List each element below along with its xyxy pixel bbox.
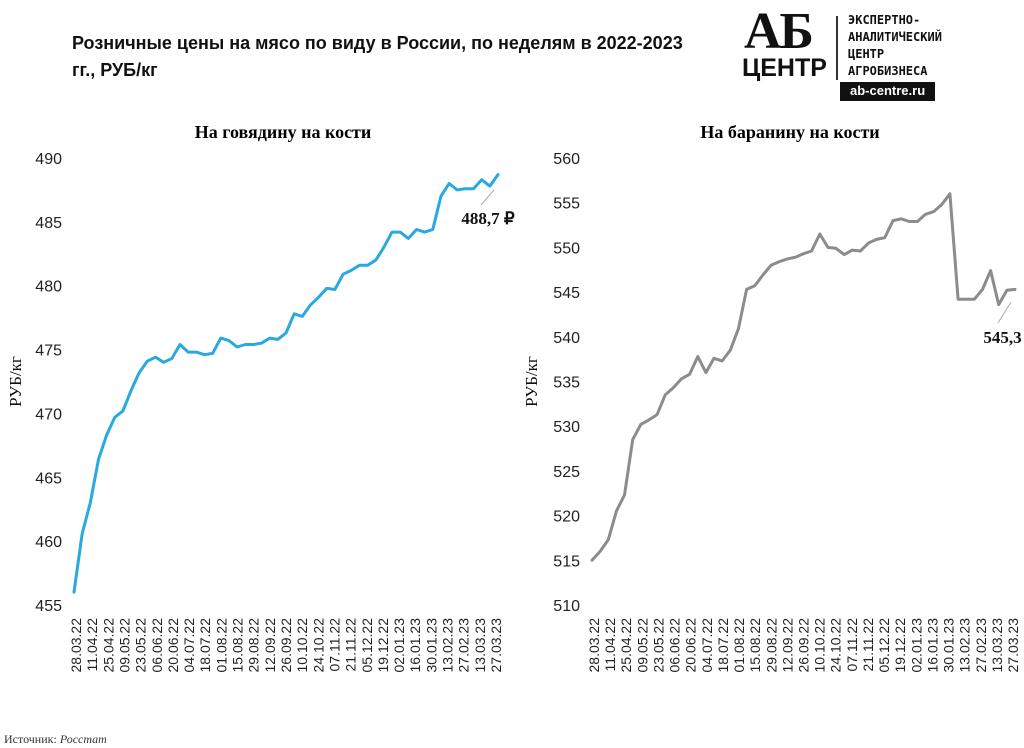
lamb-x-tick-label: 27.02.23 (973, 618, 989, 673)
lamb-y-tick-label: 555 (553, 196, 580, 213)
beef-x-tick-label: 28.03.22 (68, 618, 84, 673)
beef-x-tick-label: 26.09.22 (278, 618, 294, 673)
lamb-y-tick-label: 525 (553, 464, 580, 481)
logo-caption: ЭКСПЕРТНО- АНАЛИТИЧЕСКИЙ ЦЕНТР АГРОБИЗНЕ… (848, 12, 942, 80)
lamb-x-tick-label: 15.08.22 (747, 618, 763, 673)
beef-y-tick-label: 490 (35, 151, 62, 168)
beef-x-tick-label: 06.06.22 (149, 618, 165, 673)
logo-caption-line: ЦЕНТР (848, 47, 885, 61)
beef-x-tick-label: 25.04.22 (100, 618, 116, 673)
beef-y-tick-label: 455 (35, 598, 62, 615)
lamb-x-tick-label: 30.01.23 (941, 618, 957, 673)
beef-x-tick-label: 13.02.23 (440, 618, 456, 673)
beef-end-label-leader (480, 189, 495, 206)
lamb-y-tick-label: 540 (553, 330, 580, 347)
lamb-series-line (590, 192, 1017, 562)
beef-x-tick-label: 07.11.22 (326, 618, 342, 672)
beef-x-tick-label: 23.05.22 (133, 618, 149, 673)
lamb-y-tick-label: 545 (553, 285, 580, 302)
logo-ab-mark: АБ (744, 3, 814, 60)
lamb-x-tick-label: 02.01.23 (908, 618, 924, 673)
lamb-x-tick-label: 10.10.22 (812, 618, 828, 673)
source-name: Росстат (59, 732, 107, 746)
lamb-y-tick-label: 535 (553, 375, 580, 392)
beef-x-tick-label: 13.03.23 (472, 618, 488, 673)
lamb-x-tick-label: 26.09.22 (796, 618, 812, 673)
source-note: Источник: Росстат (4, 732, 107, 747)
lamb-x-tick-label: 24.10.22 (828, 618, 844, 673)
beef-series-line (72, 173, 500, 594)
beef-chart-title: На говядину на кости (195, 122, 372, 142)
beef-y-tick-label: 475 (35, 343, 62, 360)
lamb-x-tick-label: 19.12.22 (892, 618, 908, 673)
lamb-x-tick-label: 25.04.22 (618, 618, 634, 673)
page-title: Розничные цены на мясо по виду в России,… (72, 33, 683, 80)
lamb-y-tick-label: 520 (553, 509, 580, 526)
lamb-y-tick-label: 515 (553, 553, 580, 570)
lamb-x-tick-label: 13.02.23 (957, 618, 973, 673)
lamb-x-tick-label: 18.07.22 (715, 618, 731, 673)
lamb-x-tick-label: 09.05.22 (634, 618, 650, 673)
beef-y-tick-label: 460 (35, 534, 62, 551)
beef-x-tick-label: 18.07.22 (197, 618, 213, 673)
ab-centre-logo: АБ ЦЕНТР ЭКСПЕРТНО- АНАЛИТИЧЕСКИЙ ЦЕНТР … (738, 3, 1008, 104)
lamb-x-tick-label: 27.03.23 (1005, 618, 1021, 673)
lamb-x-tick-label: 06.06.22 (667, 618, 683, 673)
lamb-y-tick-label: 560 (553, 151, 580, 168)
beef-x-tick-label: 20.06.22 (165, 618, 181, 673)
beef-x-tick-label: 01.08.22 (213, 618, 229, 673)
beef-x-tick-label: 02.01.23 (391, 618, 407, 673)
lamb-x-tick-label: 13.03.23 (989, 618, 1005, 673)
beef-x-tick-label: 05.12.22 (359, 618, 375, 673)
lamb-x-tick-label: 20.06.22 (683, 618, 699, 673)
beef-x-tick-label: 21.11.22 (343, 618, 359, 672)
lamb-end-value-label: 545,3 ₽ (983, 328, 1024, 347)
beef-x-tick-label: 19.12.22 (375, 618, 391, 673)
beef-x-tick-label: 27.02.23 (456, 618, 472, 673)
logo-url-badge: ab-centre.ru (840, 82, 936, 101)
beef-x-tick-label: 27.03.23 (488, 618, 504, 673)
beef-x-tick-label: 10.10.22 (294, 618, 310, 673)
beef-x-tick-label: 12.09.22 (262, 618, 278, 673)
beef-x-tick-label: 29.08.22 (246, 618, 262, 673)
beef-y-tick-label: 485 (35, 215, 62, 232)
logo-caption-line: АГРОБИЗНЕСА (848, 64, 928, 78)
lamb-end-label-leader (997, 301, 1012, 324)
lamb-x-tick-label: 01.08.22 (731, 618, 747, 673)
logo-caption-line: ЭКСПЕРТНО- (848, 13, 921, 27)
lamb-chart-title: На баранину на кости (700, 122, 879, 142)
lamb-y-tick-label: 510 (553, 598, 580, 615)
beef-x-tick-label: 04.07.22 (181, 618, 197, 673)
beef-x-tick-label: 09.05.22 (116, 618, 132, 673)
lamb-x-tick-label: 12.09.22 (779, 618, 795, 673)
beef-x-tick-label: 15.08.22 (230, 618, 246, 673)
lamb-x-tick-label: 05.12.22 (876, 618, 892, 673)
logo-centr-word: ЦЕНТР (742, 54, 827, 82)
lamb-x-tick-label: 29.08.22 (763, 618, 779, 673)
lamb-x-tick-label: 16.01.23 (924, 618, 940, 673)
logo-caption-line: АНАЛИТИЧЕСКИЙ (848, 30, 942, 44)
beef-x-tick-label: 30.01.23 (423, 618, 439, 673)
beef-x-tick-label: 16.01.23 (407, 618, 423, 673)
source-label: Источник: (4, 732, 57, 746)
lamb-x-tick-label: 11.04.22 (602, 618, 618, 672)
beef-y-tick-label: 480 (35, 279, 62, 296)
beef-y-tick-label: 465 (35, 470, 62, 487)
lamb-x-tick-label: 07.11.22 (844, 618, 860, 672)
lamb-x-tick-label: 04.07.22 (699, 618, 715, 673)
lamb-y-tick-label: 550 (553, 240, 580, 257)
lamb-x-tick-label: 23.05.22 (650, 618, 666, 673)
beef-x-tick-label: 24.10.22 (310, 618, 326, 673)
lamb-x-tick-label: 21.11.22 (860, 618, 876, 672)
beef-y-tick-label: 470 (35, 406, 62, 423)
beef-y-axis-label: РУБ/кг (6, 356, 25, 407)
logo-divider (836, 16, 838, 80)
lamb-y-tick-label: 530 (553, 419, 580, 436)
lamb-y-axis-label: РУБ/кг (522, 356, 541, 407)
beef-x-tick-label: 11.04.22 (84, 618, 100, 672)
lamb-x-tick-label: 28.03.22 (586, 618, 602, 673)
beef-end-value-label: 488,7 ₽ (461, 209, 515, 228)
